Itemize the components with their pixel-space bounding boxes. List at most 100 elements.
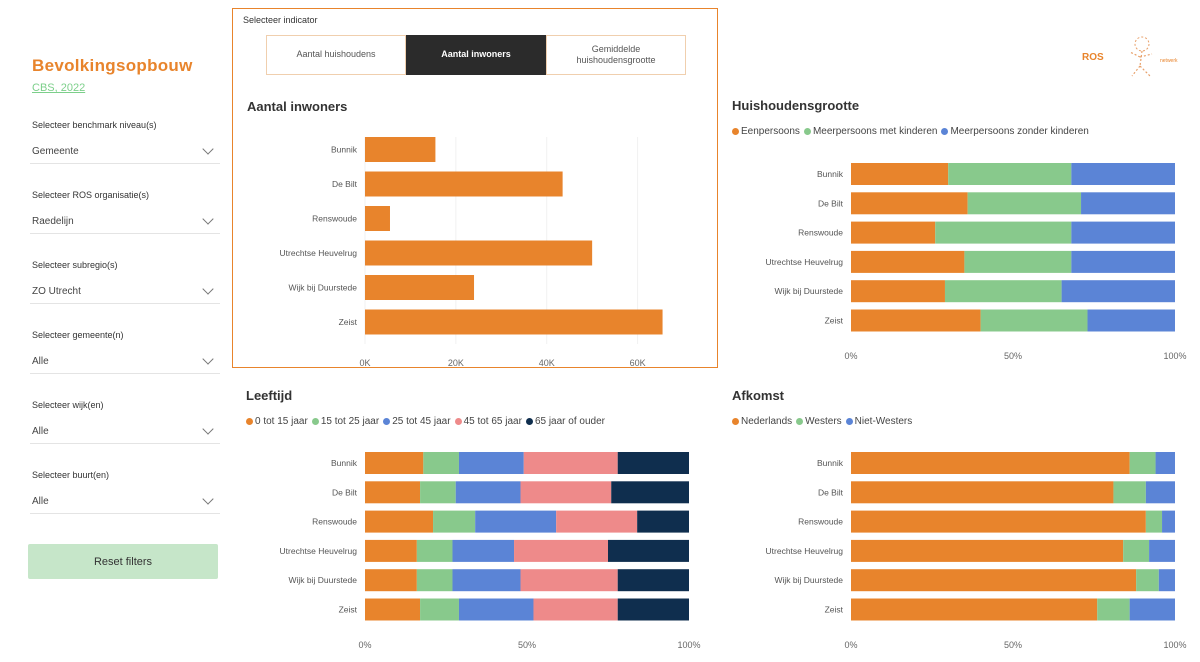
bar-segment[interactable] [1149,539,1175,562]
legend-item[interactable]: 15 tot 25 jaar [311,416,379,427]
legend-marker [941,128,949,135]
legend-item[interactable]: Eenpersoons [732,126,800,137]
bar-segment[interactable] [1097,598,1130,621]
bar-segment[interactable] [617,569,689,592]
legend-item[interactable]: 65 jaar of ouder [525,416,605,427]
bar-segment[interactable] [1145,510,1163,533]
bar-segment[interactable] [520,481,612,504]
legend-item[interactable]: Meerpersoons met kinderen [803,126,937,137]
bar-segment[interactable] [851,452,1130,474]
bar-segment[interactable] [420,481,456,504]
bar-segment[interactable] [365,510,434,533]
bar-segment[interactable] [1145,481,1175,504]
legend-item[interactable]: 25 tot 45 jaar [383,416,451,427]
bar-segment[interactable] [458,598,534,621]
bar-segment[interactable] [851,539,1124,562]
bar[interactable] [365,309,663,335]
bar[interactable] [365,275,475,300]
filter-dropdown[interactable]: Raedelijn [30,210,220,234]
bar-segment[interactable] [365,569,417,592]
filter-dropdown[interactable]: Alle [30,490,220,514]
bar-segment[interactable] [365,539,417,562]
bar-segment[interactable] [851,569,1137,592]
bar-segment[interactable] [611,481,689,504]
bar-segment[interactable] [1081,192,1175,215]
bar-segment[interactable] [851,280,945,303]
bar-segment[interactable] [452,539,515,562]
legend-item[interactable]: Niet-Westers [845,416,912,427]
bar-segment[interactable] [420,598,459,621]
legend-item[interactable]: Meerpersoons zonder kinderen [941,126,1089,137]
bar-segment[interactable] [1071,163,1175,185]
bar-segment[interactable] [1087,309,1175,332]
bar-segment[interactable] [533,598,618,621]
bar-segment[interactable] [617,598,689,621]
bar-segment[interactable] [523,452,618,474]
bar-segment[interactable] [1136,569,1159,592]
filter-dropdown[interactable]: ZO Utrecht [30,280,220,304]
bar-segment[interactable] [433,510,476,533]
reset-filters-button[interactable]: Reset filters [28,544,218,579]
filter-value: Alle [32,496,49,507]
legend-item[interactable]: Nederlands [732,416,792,427]
bar-segment[interactable] [851,192,968,215]
bar-segment[interactable] [1162,510,1175,533]
bar-segment[interactable] [964,250,1072,273]
bar-segment[interactable] [1113,481,1146,504]
bar-segment[interactable] [365,481,421,504]
bar-segment[interactable] [980,309,1088,332]
bar-segment[interactable] [1061,280,1175,303]
legend-item[interactable]: 45 tot 65 jaar [454,416,522,427]
filter-dropdown[interactable]: Alle [30,420,220,444]
bar-segment[interactable] [514,539,608,562]
indicator-option[interactable]: Gemiddelde huishoudensgrootte [546,35,686,75]
filter-dropdown[interactable]: Alle [30,350,220,374]
bar-segment[interactable] [948,163,1072,185]
bar-segment[interactable] [851,163,949,185]
bar[interactable] [365,171,563,197]
bar-segment[interactable] [1123,539,1150,562]
legend-label: Meerpersoons zonder kinderen [950,126,1089,137]
bar-segment[interactable] [423,452,459,474]
bar-segment[interactable] [637,510,689,533]
filter-dropdown[interactable]: Gemeente [30,140,220,164]
bar-segment[interactable] [967,192,1082,215]
legend-item[interactable]: 0 tot 15 jaar [246,416,308,427]
bar-segment[interactable] [851,481,1114,504]
bar-segment[interactable] [1158,569,1175,592]
bar-segment[interactable] [475,510,557,533]
category-label: Renswoude [798,228,843,238]
bar-segment[interactable] [851,598,1098,621]
category-label: Utrechtse Heuvelrug [766,546,844,556]
bar-segment[interactable] [1071,221,1175,244]
legend-item[interactable]: Westers [796,416,842,427]
indicator-option[interactable]: Aantal inwoners [406,35,546,75]
bar-segment[interactable] [1129,598,1175,621]
bar-segment[interactable] [1129,452,1156,474]
bar-segment[interactable] [1071,250,1175,273]
indicator-option[interactable]: Aantal huishoudens [266,35,406,75]
bar-segment[interactable] [851,309,981,332]
bar-segment[interactable] [608,539,689,562]
bar-segment[interactable] [416,569,453,592]
bar[interactable] [365,137,436,162]
bar-segment[interactable] [365,452,424,474]
x-tick-label: 60K [630,358,646,367]
bar-segment[interactable] [556,510,638,533]
bar-segment[interactable] [416,539,453,562]
bar-segment[interactable] [365,598,421,621]
bar[interactable] [365,206,390,231]
bar-segment[interactable] [935,221,1072,244]
bar-segment[interactable] [452,569,521,592]
bar-segment[interactable] [617,452,689,474]
bar-segment[interactable] [1155,452,1175,474]
bar-segment[interactable] [851,221,936,244]
source-link[interactable]: CBS, 2022 [32,82,86,94]
bar-segment[interactable] [458,452,524,474]
bar[interactable] [365,240,593,266]
bar-segment[interactable] [455,481,521,504]
bar-segment[interactable] [520,569,618,592]
bar-segment[interactable] [851,250,965,273]
bar-segment[interactable] [944,280,1062,303]
bar-segment[interactable] [851,510,1146,533]
